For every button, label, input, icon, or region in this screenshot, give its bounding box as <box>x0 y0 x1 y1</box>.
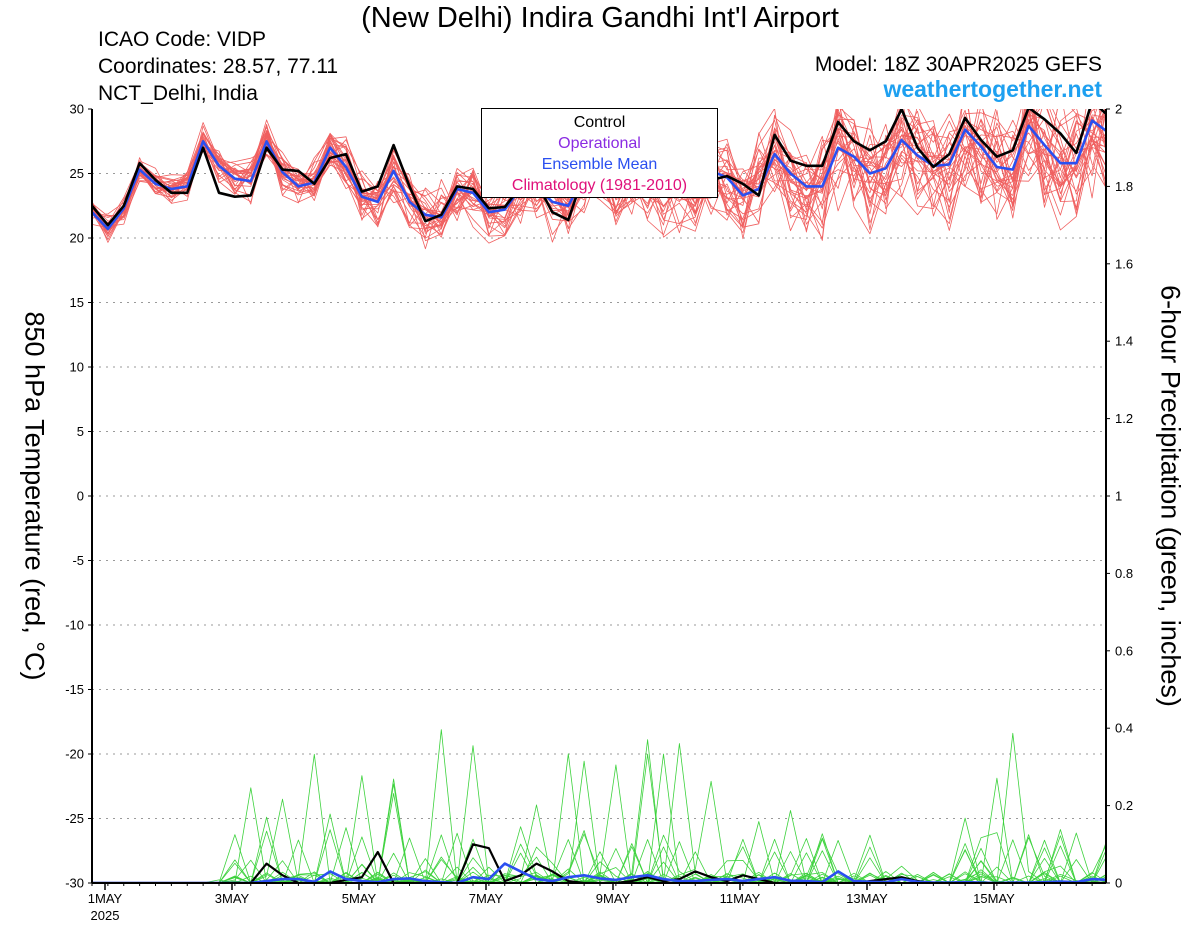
location: NCT_Delhi, India <box>98 82 258 105</box>
ensemble-member-precip-line <box>92 775 1106 883</box>
legend-ensemble-mean: Ensemble Mean <box>541 156 658 173</box>
legend: Control Operational Ensemble Mean Climat… <box>481 108 718 198</box>
x-tick-label: 3MAY <box>215 891 250 906</box>
y-tick-label-right: 0 <box>1115 876 1122 891</box>
ensemble-member-precip-line <box>92 860 1106 883</box>
y-tick-label-left: 30 <box>70 102 84 117</box>
x-tick-label: 5MAY <box>342 891 377 906</box>
y-tick-label-left: 5 <box>77 424 84 439</box>
y-tick-label-left: 25 <box>70 166 84 181</box>
page-title: (New Delhi) Indira Gandhi Int'l Airport <box>361 2 839 34</box>
x-tick-sublabel: 2025 <box>91 908 120 923</box>
x-tick-label: 9MAY <box>596 891 631 906</box>
brand-link[interactable]: weathertogether.net <box>883 76 1102 102</box>
x-tick-label: 13MAY <box>846 891 888 906</box>
y-axis-label-left: 850 hPa Temperature (red, °C) <box>19 311 50 681</box>
legend-operational: Operational <box>558 135 641 152</box>
ensemble-member-precip-line <box>92 833 1106 883</box>
y-tick-label-right: 2 <box>1115 102 1122 117</box>
y-tick-label-left: -15 <box>65 682 84 697</box>
y-tick-label-left: -20 <box>65 747 84 762</box>
y-tick-label-left: -25 <box>65 811 84 826</box>
ensemble-member-precip-line <box>92 871 1106 883</box>
icao-code: ICAO Code: VIDP <box>98 28 267 51</box>
ensemble-member-precip-line <box>92 836 1106 883</box>
ensemble-member-precip-line <box>92 764 1106 883</box>
y-tick-label-left: 10 <box>70 360 84 375</box>
model-run: Model: 18Z 30APR2025 GEFS <box>814 53 1102 76</box>
ensemble-member-precip-line <box>92 849 1106 883</box>
legend-climatology: Climatology (1981-2010) <box>511 177 688 194</box>
grid-lines <box>92 173 1106 819</box>
y-tick-label-right: 0.6 <box>1115 643 1133 658</box>
x-tick-label: 7MAY <box>469 891 504 906</box>
ensemble-mean-precip-line <box>92 862 1106 883</box>
ensemble-members-precipitation <box>92 729 1106 883</box>
coordinates: Coordinates: 28.57, 77.11 <box>98 55 339 78</box>
tick-labels: 302520151050-5-10-15-20-25-3021.81.61.41… <box>65 102 1133 924</box>
y-tick-label-left: -10 <box>65 618 84 633</box>
axes <box>88 108 1110 890</box>
y-tick-label-right: 0.4 <box>1115 721 1133 736</box>
ensemble-member-precip-line <box>92 739 1106 883</box>
y-tick-label-right: 1.2 <box>1115 411 1133 426</box>
legend-control: Control <box>573 114 626 131</box>
y-tick-label-left: 0 <box>77 489 84 504</box>
y-tick-label-left: 15 <box>70 295 84 310</box>
y-tick-label-right: 0.8 <box>1115 566 1133 581</box>
y-tick-label-left: -30 <box>65 876 84 891</box>
y-tick-label-right: 1.4 <box>1115 334 1133 349</box>
y-tick-label-left: -5 <box>72 553 84 568</box>
y-tick-label-left: 20 <box>70 231 84 246</box>
y-axis-label-right: 6-hour Precipitation (green, inches) <box>1155 285 1186 707</box>
y-tick-label-right: 1.6 <box>1115 256 1133 271</box>
y-tick-label-right: 0.2 <box>1115 798 1133 813</box>
ensemble-member-precip-line <box>92 839 1106 883</box>
ensemble-member-precip-line <box>92 760 1106 883</box>
y-tick-label-right: 1.8 <box>1115 179 1133 194</box>
ensemble-member-precip-line <box>92 743 1106 883</box>
x-tick-label: 15MAY <box>973 891 1015 906</box>
x-tick-label: 1MAY <box>88 891 123 906</box>
x-tick-label: 11MAY <box>720 891 761 906</box>
y-tick-label-right: 1 <box>1115 489 1122 504</box>
